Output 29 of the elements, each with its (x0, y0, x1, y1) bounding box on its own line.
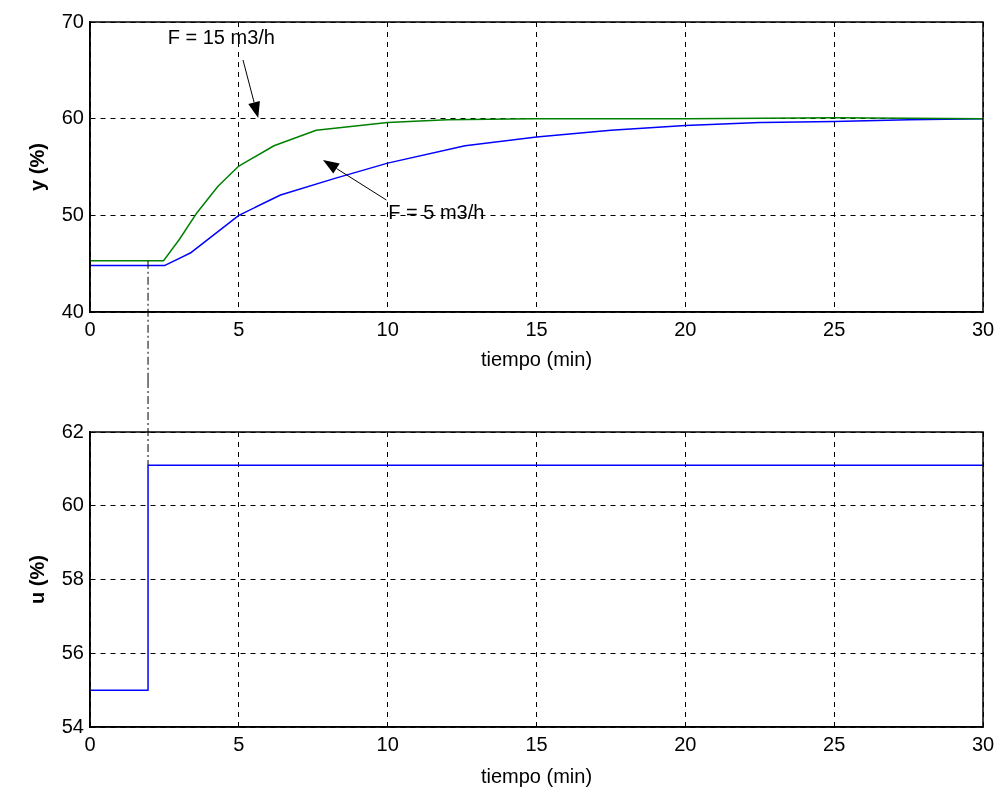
x-tick-label: 5 (233, 732, 245, 755)
x-tick-label: 10 (376, 732, 399, 755)
x-tick-label: 30 (971, 732, 995, 755)
x-tick-label: 20 (674, 732, 697, 755)
y-tick-label: 50 (61, 202, 84, 225)
x-axis-title: tiempo (min) (480, 347, 593, 370)
x-tick-label: 20 (674, 317, 697, 340)
y-tick-label: 60 (61, 493, 84, 516)
y-tick-label: 70 (61, 9, 84, 32)
x-tick-label: 25 (823, 317, 846, 340)
annotation: F = 15 m3/h (167, 25, 275, 48)
y-axis-title: y (%) (25, 143, 48, 191)
x-axis-title: tiempo (min) (480, 764, 593, 787)
x-tick-label: 10 (376, 317, 399, 340)
y-axis-title: u (%) (25, 555, 48, 604)
x-tick-label: 0 (84, 732, 96, 755)
x-tick-label: 15 (525, 317, 548, 340)
y-tick-label: 62 (61, 419, 84, 442)
x-tick-label: 25 (823, 732, 846, 755)
y-tick-label: 58 (61, 567, 84, 590)
x-tick-label: 15 (525, 732, 548, 755)
x-tick-label: 5 (233, 317, 245, 340)
y-tick-label: 56 (61, 640, 84, 663)
annotation: F = 5 m3/h (388, 200, 485, 223)
x-tick-label: 0 (84, 317, 96, 340)
y-tick-label: 54 (61, 714, 84, 737)
y-tick-label: 60 (61, 106, 84, 129)
x-tick-label: 30 (971, 317, 995, 340)
y-tick-label: 40 (61, 299, 84, 322)
